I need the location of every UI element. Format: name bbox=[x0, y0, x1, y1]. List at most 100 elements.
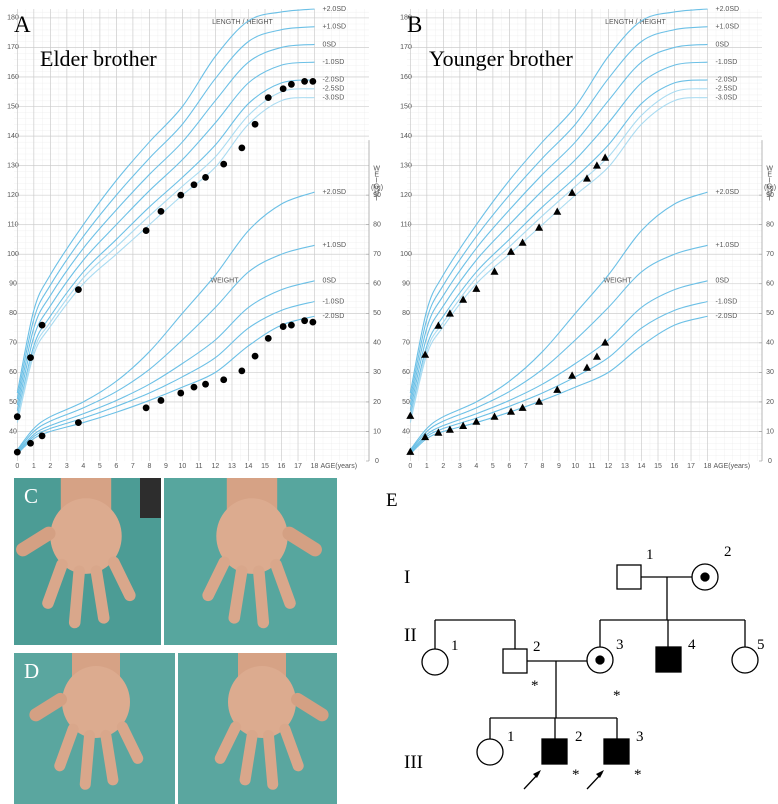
x-tick-label: 15 bbox=[654, 463, 662, 470]
reference-curve bbox=[409, 191, 708, 451]
curve-label: -3.0SD bbox=[323, 94, 345, 101]
curve-label: +2.0SD bbox=[716, 189, 740, 196]
reference-curve bbox=[409, 280, 708, 453]
reference-curve bbox=[16, 43, 315, 405]
reference-curve bbox=[16, 191, 315, 451]
data-point bbox=[190, 383, 198, 391]
y2-label: WEIGHT bbox=[372, 166, 380, 202]
male-unaffected bbox=[502, 648, 528, 674]
curve-label: +1.0SD bbox=[716, 242, 740, 249]
male-affected bbox=[541, 738, 568, 765]
data-point bbox=[406, 411, 415, 419]
y2-tick-label: 40 bbox=[766, 340, 774, 347]
asterisk: * bbox=[572, 767, 580, 783]
curve-label: -1.0SD bbox=[323, 298, 345, 305]
y-tick-label: 170 bbox=[400, 44, 412, 51]
y-tick-label: 90 bbox=[402, 281, 410, 288]
reference-curve bbox=[16, 88, 315, 420]
data-point bbox=[220, 160, 228, 168]
generation-label: II bbox=[404, 625, 417, 646]
data-point bbox=[507, 407, 516, 415]
y-tick-label: 70 bbox=[402, 340, 410, 347]
reference-curve bbox=[409, 97, 708, 423]
data-point bbox=[592, 161, 601, 169]
member-number: 4 bbox=[688, 637, 696, 653]
member-number: 3 bbox=[616, 637, 624, 653]
reference-curve bbox=[16, 97, 315, 423]
y2-tick-label: 80 bbox=[766, 222, 774, 229]
x-tick-label: 11 bbox=[195, 463, 202, 470]
data-point bbox=[472, 284, 481, 292]
y2-tick-label: 70 bbox=[766, 251, 774, 258]
arrow-head bbox=[533, 770, 541, 778]
curve-label: +2.0SD bbox=[323, 189, 347, 196]
data-point bbox=[582, 363, 591, 371]
x-tick-label: 5 bbox=[98, 463, 102, 470]
male-affected bbox=[603, 738, 630, 765]
data-point bbox=[279, 85, 287, 93]
x-tick-label: 18 bbox=[704, 463, 712, 470]
data-point bbox=[553, 385, 562, 393]
reference-curve bbox=[409, 88, 708, 420]
curve-label: -2.0SD bbox=[323, 77, 345, 84]
data-point bbox=[202, 380, 209, 388]
data-point bbox=[74, 286, 82, 294]
carrier-dot bbox=[700, 572, 710, 582]
data-point bbox=[287, 80, 295, 88]
data-point bbox=[74, 419, 82, 426]
x-axis-label: AGE(years) bbox=[321, 463, 358, 470]
reference-curve bbox=[16, 26, 315, 400]
y-tick-label: 110 bbox=[400, 222, 411, 229]
generation-label: III bbox=[404, 752, 423, 773]
x-tick-label: 8 bbox=[147, 463, 151, 470]
reference-curve bbox=[16, 244, 315, 452]
data-point bbox=[445, 425, 454, 433]
data-point bbox=[568, 188, 577, 196]
y-tick-label: 110 bbox=[7, 222, 18, 229]
x-tick-label: 4 bbox=[81, 463, 85, 470]
curve-label: -2.5SD bbox=[323, 86, 345, 93]
arrow-head bbox=[596, 770, 604, 778]
photo-panel: C bbox=[14, 478, 337, 645]
y-tick-label: 70 bbox=[9, 340, 17, 347]
x-tick-label: 1 bbox=[32, 463, 36, 470]
data-point bbox=[157, 207, 165, 215]
y2-tick-label: 90 bbox=[766, 192, 774, 199]
carrier-dot bbox=[595, 655, 605, 665]
y-tick-label: 100 bbox=[7, 251, 19, 258]
female-unaffected bbox=[421, 648, 449, 676]
female-unaffected bbox=[731, 646, 759, 674]
curve-label: -2.5SD bbox=[716, 86, 738, 93]
data-point bbox=[601, 153, 610, 161]
minor-grid bbox=[407, 9, 762, 461]
y-tick-label: 120 bbox=[400, 192, 412, 199]
y-tick-label: 50 bbox=[9, 399, 17, 406]
x-tick-label: 9 bbox=[164, 463, 168, 470]
x-tick-label: 13 bbox=[621, 463, 629, 470]
x-tick-label: 6 bbox=[507, 463, 511, 470]
asterisk: * bbox=[613, 688, 621, 704]
x-tick-label: 9 bbox=[557, 463, 561, 470]
y-tick-label: 120 bbox=[7, 192, 19, 199]
data-point bbox=[27, 439, 34, 447]
member-number: 1 bbox=[646, 547, 654, 563]
data-point bbox=[309, 77, 317, 85]
x-tick-label: 4 bbox=[474, 463, 478, 470]
x-tick-label: 3 bbox=[458, 463, 462, 470]
x-tick-label: 5 bbox=[491, 463, 495, 470]
data-point bbox=[251, 120, 259, 128]
data-point bbox=[490, 412, 499, 420]
curve-label: +1.0SD bbox=[323, 24, 347, 31]
curve-label: -1.0SD bbox=[716, 298, 738, 305]
data-point bbox=[507, 247, 516, 255]
data-point bbox=[553, 207, 562, 215]
chart-title: Elder brother bbox=[40, 46, 157, 71]
member-number: 2 bbox=[575, 729, 583, 745]
member-number: 1 bbox=[451, 638, 459, 654]
y-tick-label: 140 bbox=[7, 133, 19, 140]
data-point bbox=[177, 191, 185, 199]
chart-title: Younger brother bbox=[429, 46, 573, 71]
x-tick-label: 12 bbox=[605, 463, 613, 470]
y-tick-label: 60 bbox=[402, 369, 410, 376]
y-tick-label: 80 bbox=[402, 310, 410, 317]
